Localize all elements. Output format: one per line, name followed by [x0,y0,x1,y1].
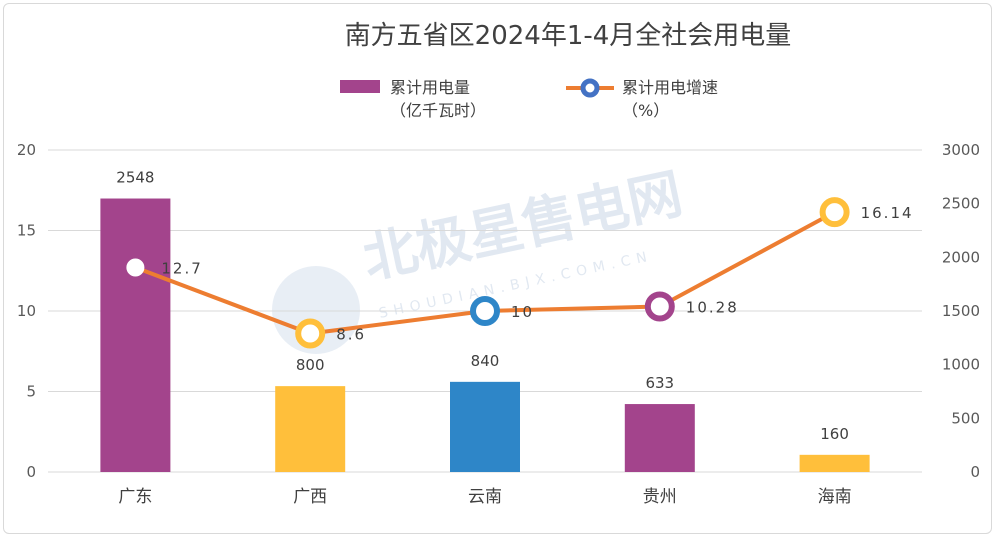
bar-海南 [799,454,870,472]
watermark-logo-icon [272,266,360,354]
x-tick-label: 广西 [293,487,327,507]
y-right-tick-label: 2000 [942,248,980,266]
bar-data-label: 840 [471,352,500,370]
bar-data-label: 633 [645,374,674,392]
y-right-tick-label: 0 [970,463,980,481]
line-marker [819,197,850,228]
line-marker [295,318,326,349]
y-left-tick-label: 15 [17,222,36,240]
line-marker [470,296,500,326]
y-left-tick-label: 0 [26,463,36,481]
line-data-label: 12.7 [161,260,202,278]
bar-广西 [275,386,346,472]
line-marker [126,258,145,277]
y-right-tick-label: 500 [951,409,980,427]
x-axis: 广东 广西 云南 贵州 海南 [118,487,851,507]
legend-line-label: 累计用电增速 [622,78,718,97]
line-marker [644,291,675,322]
legend-bar-label: 累计用电量 [390,78,470,97]
bar-labels: 2548 800 840 633 160 [116,169,849,443]
line-labels: 12.7 8.6 10 10.28 16.14 [161,204,914,344]
legend-bar-unit: （亿千瓦时） [390,101,486,120]
legend-marker-icon [580,78,600,98]
watermark: 北极星售电网 SHOUDIAN.BJX.COM.CN [272,162,688,354]
bar-data-label: 160 [820,425,849,443]
bar-data-label: 2548 [116,169,154,187]
y-right-tick-label: 2500 [942,195,980,213]
x-tick-label: 广东 [118,487,152,507]
watermark-text: 北极星售电网 [358,162,688,291]
y-right-tick-label: 3000 [942,141,980,159]
x-tick-label: 云南 [468,487,502,507]
y-left-axis: 0 5 10 15 20 [17,141,36,481]
x-tick-label: 贵州 [643,487,677,507]
bar-series [100,198,870,473]
legend-bar-swatch [340,80,380,93]
line-markers [126,197,850,349]
line-data-label: 10.28 [686,298,739,316]
bar-data-label: 800 [296,356,325,374]
y-left-tick-label: 5 [26,383,36,401]
line-data-label: 10 [511,303,534,321]
y-right-tick-label: 1500 [942,302,980,320]
bar-广东 [100,198,171,473]
y-right-axis: 0 500 1000 1500 2000 2500 3000 [942,141,980,481]
bar-云南 [450,381,520,472]
y-left-tick-label: 20 [17,141,36,159]
chart-title: 南方五省区2024年1-4月全社会用电量 [345,21,792,51]
line-data-label: 16.14 [861,204,914,222]
bar-贵州 [624,404,695,472]
x-tick-label: 海南 [818,487,852,507]
y-right-tick-label: 1000 [942,356,980,374]
legend-line-unit: （%） [622,101,669,120]
line-data-label: 8.6 [336,326,366,344]
legend: 累计用电量 （亿千瓦时） 累计用电增速 （%） [340,78,718,120]
legend-item-bar[interactable]: 累计用电量 （亿千瓦时） [340,78,486,120]
legend-item-line[interactable]: 累计用电增速 （%） [566,78,718,120]
y-left-tick-label: 10 [17,302,36,320]
